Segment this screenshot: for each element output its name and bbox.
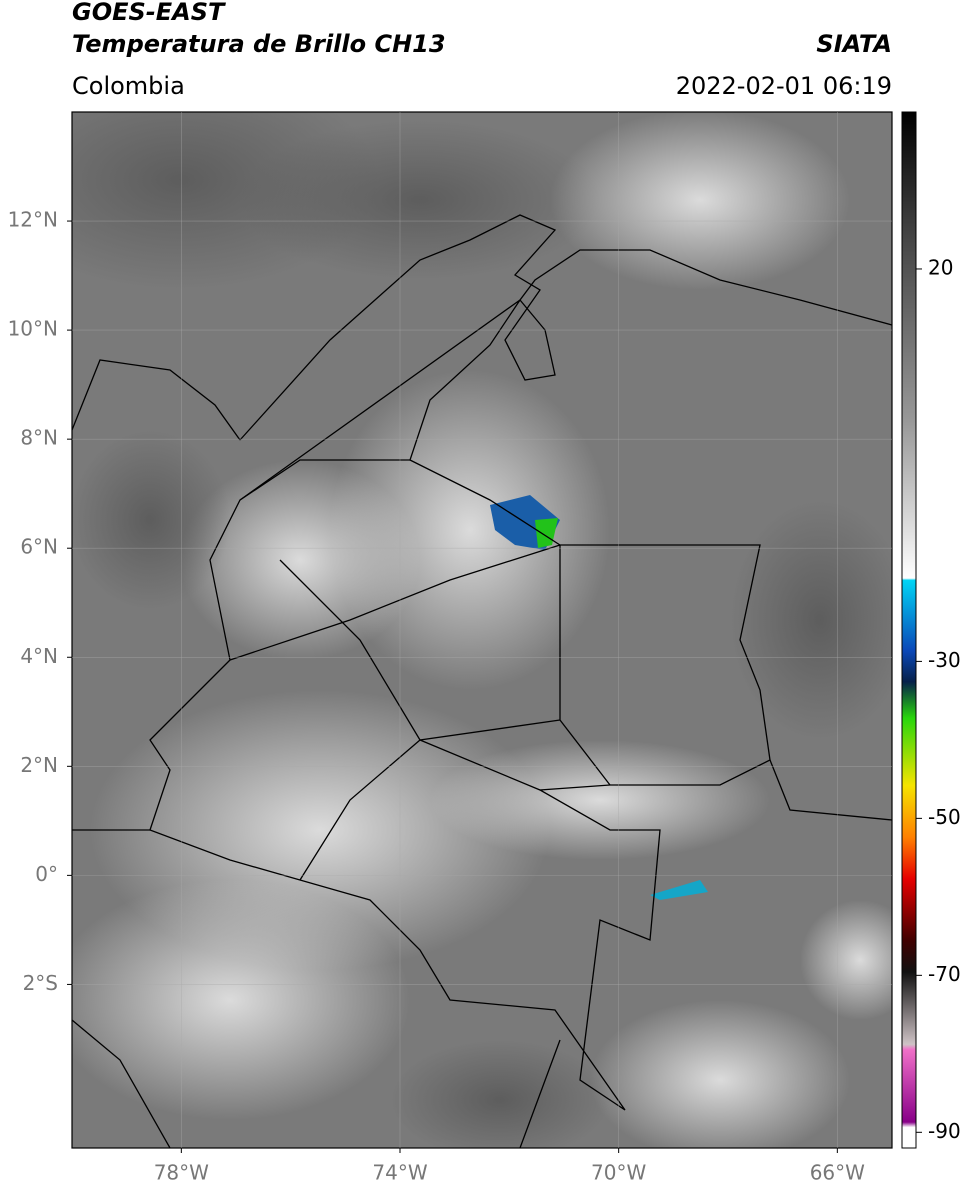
- x-tick-label: 66°W: [810, 1161, 865, 1185]
- colorbar-tick-label: 20: [928, 255, 953, 279]
- colorbar-tick-label: -50: [928, 805, 961, 829]
- timestamp: 2022-02-01 06:19: [676, 72, 892, 100]
- colorbar: [901, 111, 917, 1149]
- colorbar-tick-label: -70: [928, 962, 961, 986]
- y-tick-label: 8°N: [20, 426, 58, 450]
- map-frame: [71, 111, 893, 1149]
- y-tick-label: 10°N: [8, 317, 58, 341]
- satellite-image: [72, 112, 892, 1148]
- y-tick-label: 2°S: [23, 971, 58, 995]
- colorbar-tick-label: -90: [928, 1119, 961, 1143]
- source: SIATA: [816, 30, 892, 58]
- x-tick-label: 78°W: [154, 1161, 209, 1185]
- x-tick-label: 70°W: [591, 1161, 646, 1185]
- subtitle: Temperatura de Brillo CH13: [72, 30, 446, 58]
- y-tick-label: 4°N: [20, 644, 58, 668]
- title: GOES-EAST: [72, 0, 226, 26]
- x-tick-label: 74°W: [372, 1161, 427, 1185]
- y-tick-label: 2°N: [20, 753, 58, 777]
- y-tick-label: 6°N: [20, 535, 58, 559]
- y-tick-label: 0°: [35, 862, 58, 886]
- colorbar-tick-label: -30: [928, 648, 961, 672]
- y-tick-label: 12°N: [8, 208, 58, 232]
- region: Colombia: [72, 72, 185, 100]
